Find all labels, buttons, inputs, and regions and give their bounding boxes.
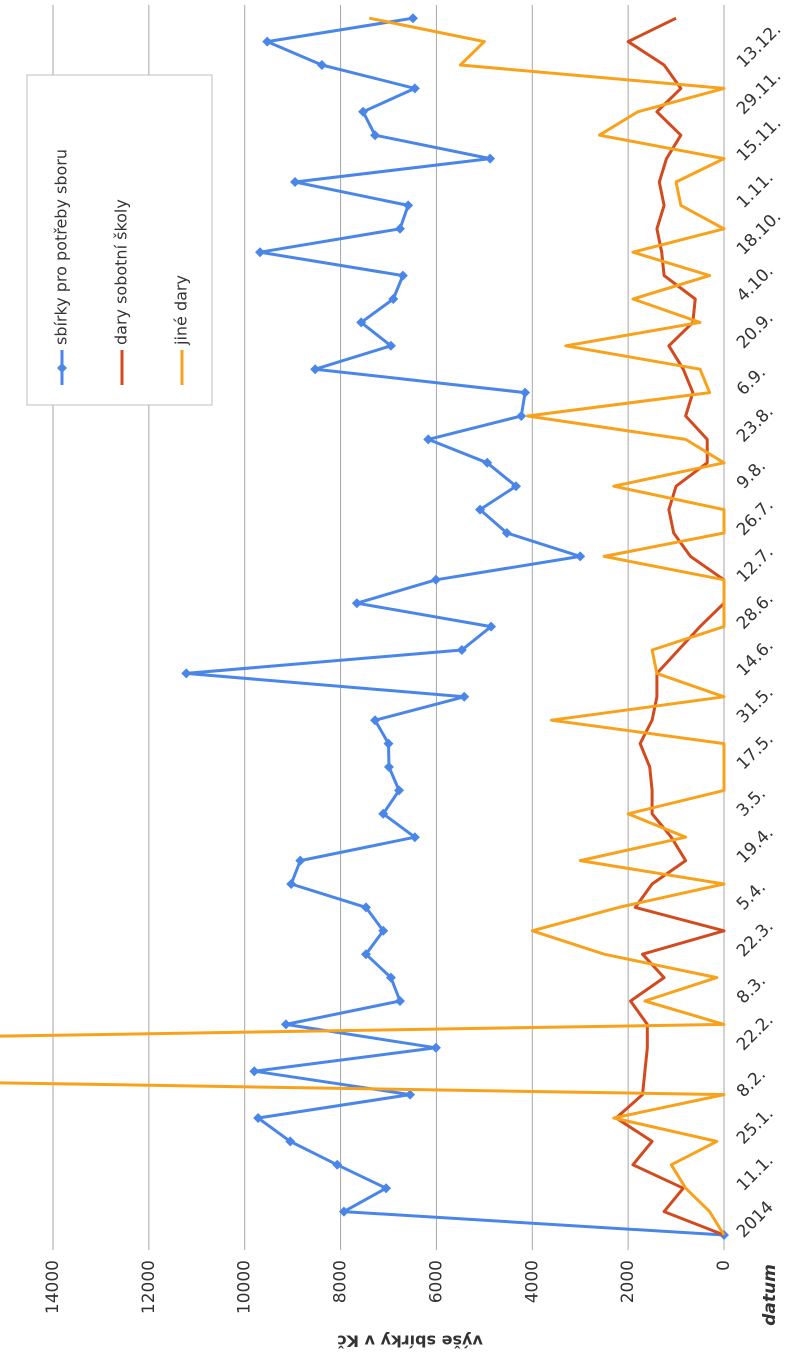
point-marker [385, 340, 396, 351]
point-marker [290, 177, 301, 187]
point-marker [397, 270, 408, 281]
point-marker [482, 457, 493, 468]
point-marker [351, 598, 362, 609]
point-marker [486, 621, 497, 632]
point-marker [383, 762, 394, 772]
point-marker [385, 972, 396, 983]
point-marker [253, 1113, 264, 1123]
legend-label: jiné dary [172, 275, 191, 346]
point-marker [459, 691, 470, 702]
point-marker [262, 36, 273, 47]
y-tick-label: 14000 [43, 1260, 63, 1314]
point-marker [370, 130, 381, 141]
point-marker [249, 1066, 260, 1077]
x-tick-label: 8.2. [733, 1065, 770, 1102]
y-axis-title: výše sbírky v Kč [337, 1332, 483, 1351]
legend-label: dary sobotní školy [112, 199, 131, 345]
legend-box [26, 74, 213, 406]
x-tick-label: 31.5. [733, 683, 778, 728]
x-tick-label: 26.7. [733, 495, 778, 540]
point-marker [181, 668, 192, 679]
point-marker [430, 1042, 441, 1053]
point-marker [286, 879, 297, 889]
point-marker [360, 902, 371, 913]
point-marker [409, 832, 420, 843]
point-marker [338, 1206, 349, 1217]
point-marker [370, 715, 381, 726]
x-tick-label: 25.1. [733, 1104, 778, 1149]
y-tick-label: 10000 [235, 1260, 255, 1314]
y-tick-label: 8000 [331, 1260, 351, 1303]
point-marker [423, 434, 434, 445]
point-marker [358, 106, 369, 117]
point-marker [383, 738, 394, 749]
y-tick-label: 2000 [618, 1260, 638, 1303]
y-tick-label: 4000 [522, 1260, 542, 1303]
series-line [0, 16, 726, 1236]
point-marker [295, 855, 306, 866]
point-marker [360, 949, 371, 960]
x-tick-label: 18.10. [733, 207, 785, 259]
x-tick-label: 4.10. [733, 261, 778, 306]
point-marker [378, 925, 389, 936]
point-marker [403, 200, 414, 211]
x-tick-label: 1.11. [733, 168, 778, 213]
x-tick-label: 11.1. [733, 1151, 778, 1196]
x-tick-label: 17.5. [733, 729, 778, 774]
series-line [184, 16, 725, 1237]
x-tick-label: 14.6. [733, 636, 778, 681]
x-tick-label: 8.3. [733, 971, 770, 1008]
point-marker [501, 528, 512, 538]
point-marker [395, 223, 406, 234]
x-tick-label: 6.9. [733, 363, 770, 400]
legend-label: sbírky pro potřeby sboru [52, 149, 71, 345]
x-tick-label: 5.4. [733, 877, 770, 914]
point-marker [280, 1019, 291, 1030]
x-tick-label: 2014 [733, 1197, 778, 1242]
y-tick-label: 12000 [139, 1260, 159, 1314]
x-tick-label: 22.2. [733, 1010, 778, 1055]
point-marker [456, 645, 467, 655]
point-marker [516, 411, 527, 421]
point-marker [520, 387, 531, 398]
x-axis-title: datum [760, 1264, 780, 1326]
point-marker [388, 294, 399, 304]
point-marker [381, 1183, 392, 1194]
point-marker [475, 504, 486, 515]
series-line [614, 16, 726, 1237]
point-marker [405, 1089, 416, 1100]
point-marker [409, 83, 420, 94]
point-marker [395, 996, 406, 1006]
point-marker [285, 1136, 296, 1147]
point-marker [255, 247, 266, 258]
x-tick-label: 23.8. [733, 402, 778, 447]
point-marker [430, 574, 441, 585]
rotated-plot: výše sbírky v Kč datum 0 2000 4000 6000 8000… [0, 5, 785, 1351]
point-marker [394, 785, 405, 796]
x-tick-label: 29.11. [733, 66, 785, 118]
point-marker [310, 364, 321, 375]
y-tick-label: 6000 [426, 1260, 446, 1303]
x-tick-label: 28.6. [733, 589, 778, 634]
x-tick-label: 20.9. [733, 308, 778, 353]
point-marker [485, 153, 496, 164]
x-tick-label: 19.4. [733, 823, 778, 868]
point-marker [378, 808, 389, 819]
point-marker [356, 317, 367, 328]
point-marker [510, 481, 521, 492]
x-tick-label: 13.12. [733, 20, 785, 72]
point-marker [332, 1159, 343, 1170]
y-tick-label: 0 [714, 1260, 734, 1271]
x-tick-label: 22.3. [733, 917, 778, 962]
point-marker [407, 13, 418, 24]
point-marker [575, 551, 586, 562]
x-tick-label: 3.5. [733, 784, 770, 821]
x-tick-label: 9.8. [733, 456, 770, 493]
point-marker [316, 60, 327, 70]
x-tick-label: 15.11. [733, 113, 785, 165]
legend-marker [57, 363, 67, 373]
x-tick-label: 12.7. [733, 542, 778, 587]
